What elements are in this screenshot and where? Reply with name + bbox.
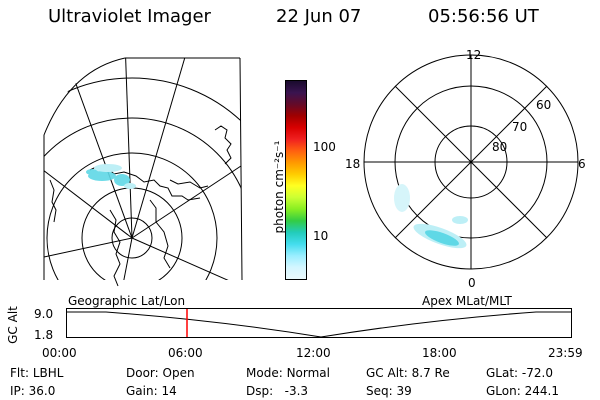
- glon-field: GLon: 244.1: [486, 384, 559, 398]
- alt-xtick-1200: 12:00: [296, 346, 331, 360]
- colorbar-tick-10: 10: [313, 229, 329, 243]
- geographic-map: [43, 57, 243, 287]
- gc-alt-field: GC Alt: 8.7 Re: [366, 366, 450, 380]
- mode-field: Mode: Normal: [246, 366, 330, 380]
- alt-xtick-2359: 23:59: [548, 346, 583, 360]
- gain-field: Gain: 14: [126, 384, 177, 398]
- alt-xtick-1800: 18:00: [422, 346, 457, 360]
- alt-ytick-1: 1.8: [34, 328, 54, 342]
- mlt-label-18: 18: [345, 157, 361, 171]
- flt-field: Flt: LBHL: [10, 366, 64, 380]
- ip-field: IP: 36.0: [10, 384, 56, 398]
- mlat-label-70: 70: [512, 120, 528, 134]
- geo-panel-label: Geographic Lat/Lon: [68, 294, 186, 308]
- altitude-plot: [66, 308, 572, 338]
- mlt-label-0: 0: [468, 276, 476, 290]
- alt-xtick-0600: 06:00: [168, 346, 203, 360]
- polar-panel-label: Apex MLat/MLT: [422, 294, 512, 308]
- dsp-field: Dsp: -3.3: [246, 384, 309, 398]
- glat-field: GLat: -72.0: [486, 366, 553, 380]
- colorbar: [285, 80, 307, 280]
- date-label: 22 Jun 07: [276, 6, 362, 27]
- alt-plot-ylabel: GC Alt: [5, 306, 20, 344]
- instrument-title: Ultraviolet Imager: [48, 6, 211, 27]
- door-field: Door: Open: [126, 366, 195, 380]
- alt-ytick-9: 9.0: [34, 307, 54, 321]
- seq-field: Seq: 39: [366, 384, 412, 398]
- alt-xtick-0000: 00:00: [42, 346, 77, 360]
- colorbar-tick-100: 100: [313, 140, 336, 154]
- colorbar-unit-label: photon cm⁻²s⁻¹: [272, 140, 286, 234]
- time-label: 05:56:56 UT: [428, 6, 539, 27]
- mlat-label-80: 80: [492, 140, 508, 154]
- mlt-label-6: 6: [578, 157, 586, 171]
- mlt-label-12: 12: [466, 48, 482, 62]
- mlat-label-60: 60: [536, 98, 552, 112]
- polar-map: [363, 54, 579, 270]
